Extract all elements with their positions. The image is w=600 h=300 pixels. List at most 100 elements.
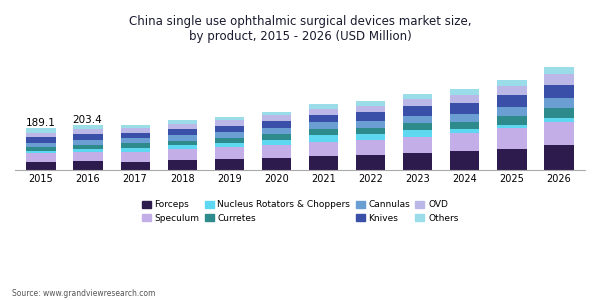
Bar (215, 147, 244, 159)
Bar (497, 86, 527, 95)
Bar (403, 136, 433, 153)
Bar (309, 115, 338, 122)
Bar (356, 155, 385, 170)
Bar (262, 121, 291, 128)
Bar (309, 129, 338, 135)
Bar (121, 128, 150, 133)
Bar (356, 128, 385, 134)
Bar (121, 143, 150, 148)
Bar (356, 121, 385, 128)
Bar (403, 99, 433, 106)
Bar (450, 89, 479, 95)
Bar (215, 125, 244, 132)
Bar (403, 130, 433, 136)
Bar (73, 130, 103, 134)
Bar (544, 109, 574, 118)
Bar (309, 104, 338, 109)
Bar (403, 94, 433, 99)
Bar (262, 115, 291, 121)
Bar (450, 122, 479, 130)
Bar (497, 128, 527, 148)
Bar (544, 118, 574, 122)
Bar (309, 142, 338, 157)
Bar (73, 161, 103, 170)
Bar (497, 124, 527, 128)
Bar (167, 146, 197, 149)
Bar (544, 67, 574, 74)
Legend: Forceps, Speculum, Nucleus Rotators & Choppers, Curretes, Cannulas, Knives, OVD,: Forceps, Speculum, Nucleus Rotators & Ch… (138, 196, 462, 226)
Text: 189.1: 189.1 (25, 118, 55, 128)
Bar (167, 149, 197, 161)
Bar (121, 148, 150, 152)
Bar (544, 85, 574, 98)
Bar (309, 135, 338, 142)
Bar (167, 160, 197, 170)
Bar (167, 124, 197, 129)
Bar (497, 148, 527, 170)
Bar (215, 120, 244, 125)
Bar (26, 147, 56, 151)
Bar (215, 117, 244, 120)
Bar (262, 158, 291, 170)
Bar (497, 80, 527, 86)
Text: 203.4: 203.4 (73, 115, 102, 125)
Bar (403, 116, 433, 123)
Bar (167, 129, 197, 135)
Bar (309, 122, 338, 129)
Bar (167, 135, 197, 140)
Bar (121, 138, 150, 143)
Bar (121, 124, 150, 128)
Bar (26, 128, 56, 133)
Bar (26, 153, 56, 162)
Bar (26, 133, 56, 137)
Bar (544, 98, 574, 109)
Bar (73, 148, 103, 152)
Bar (450, 133, 479, 151)
Bar (544, 74, 574, 85)
Bar (544, 122, 574, 146)
Bar (215, 138, 244, 143)
Bar (262, 134, 291, 140)
Bar (73, 125, 103, 130)
Bar (262, 145, 291, 158)
Bar (356, 140, 385, 155)
Bar (215, 132, 244, 138)
Bar (262, 128, 291, 134)
Bar (121, 133, 150, 138)
Bar (167, 120, 197, 124)
Bar (450, 151, 479, 170)
Bar (26, 151, 56, 153)
Bar (26, 162, 56, 170)
Bar (497, 95, 527, 107)
Bar (309, 109, 338, 115)
Title: China single use ophthalmic surgical devices market size,
by product, 2015 - 202: China single use ophthalmic surgical dev… (129, 15, 471, 43)
Text: Source: www.grandviewresearch.com: Source: www.grandviewresearch.com (12, 290, 155, 298)
Bar (356, 112, 385, 121)
Bar (262, 112, 291, 115)
Bar (26, 137, 56, 143)
Bar (215, 159, 244, 170)
Bar (73, 140, 103, 145)
Bar (309, 157, 338, 170)
Bar (403, 123, 433, 130)
Bar (450, 114, 479, 122)
Bar (450, 95, 479, 103)
Bar (403, 106, 433, 116)
Bar (544, 146, 574, 170)
Bar (215, 143, 244, 147)
Bar (356, 134, 385, 140)
Bar (121, 162, 150, 170)
Bar (497, 116, 527, 124)
Bar (450, 130, 479, 133)
Bar (73, 134, 103, 140)
Bar (73, 145, 103, 148)
Bar (167, 140, 197, 146)
Bar (497, 107, 527, 116)
Bar (26, 143, 56, 147)
Bar (121, 152, 150, 162)
Bar (403, 153, 433, 170)
Bar (73, 152, 103, 161)
Bar (262, 140, 291, 145)
Bar (450, 103, 479, 114)
Bar (356, 101, 385, 106)
